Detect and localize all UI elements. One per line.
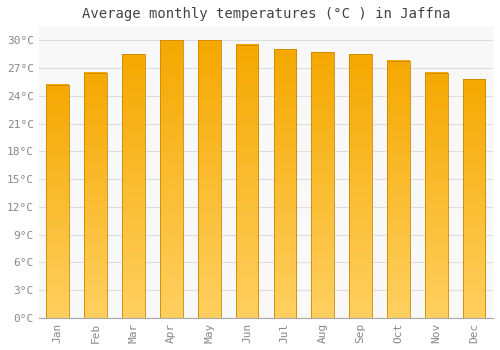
Title: Average monthly temperatures (°C ) in Jaffna: Average monthly temperatures (°C ) in Ja… [82,7,450,21]
